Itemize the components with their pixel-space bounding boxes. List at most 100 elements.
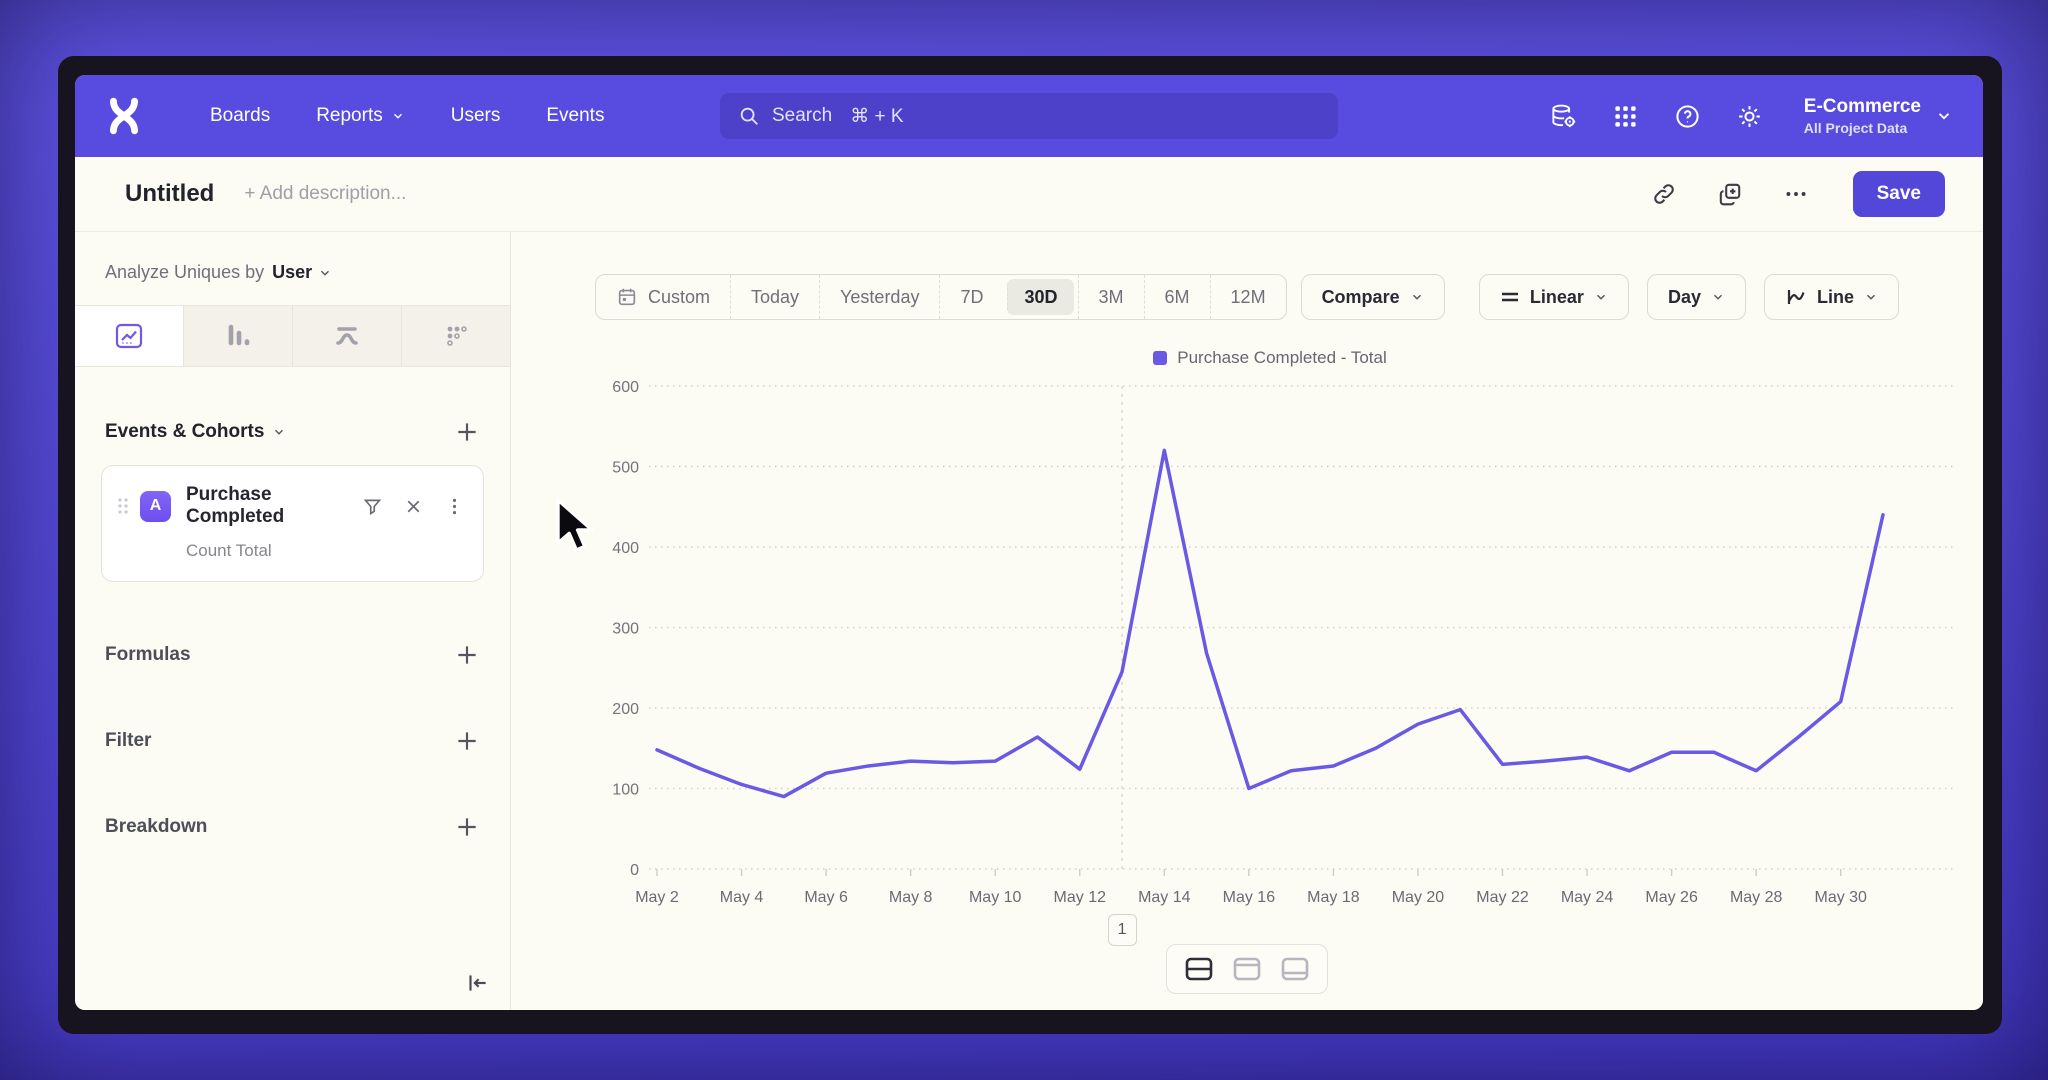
granularity-day-button[interactable]: Day	[1646, 274, 1746, 320]
add-event-button[interactable]	[454, 419, 480, 445]
chart-toolbar: Custom Today Yesterday 7D 30D 3M 6M 12M Compare…	[595, 274, 1899, 320]
line-chart-container: Purchase Completed - Total 0 100 200 300 400…	[561, 348, 1965, 982]
svg-text:300: 300	[612, 621, 639, 638]
layout-split-horizontal-button[interactable]	[1183, 955, 1215, 983]
search-input[interactable]: Search ⌘ + K	[720, 93, 1338, 139]
range-yesterday[interactable]: Yesterday	[819, 275, 939, 319]
more-options-icon[interactable]	[1783, 181, 1809, 207]
chevron-down-icon	[1867, 294, 1875, 300]
range-12m[interactable]: 12M	[1209, 275, 1286, 319]
project-name: E-Commerce	[1803, 96, 1921, 117]
help-icon[interactable]	[1674, 103, 1701, 130]
range-custom[interactable]: Custom	[596, 275, 730, 319]
duplicate-icon[interactable]	[1717, 181, 1743, 207]
svg-text:May 20: May 20	[1392, 889, 1445, 906]
range-today[interactable]: Today	[730, 275, 819, 319]
svg-text:May 26: May 26	[1645, 889, 1698, 906]
insights-line-chart-icon	[115, 323, 143, 349]
range-3m[interactable]: 3M	[1077, 275, 1144, 319]
data-management-icon[interactable]	[1550, 103, 1577, 130]
tab-funnels[interactable]	[184, 306, 293, 366]
nav-right-cluster: E-Commerce All Project Data	[1550, 96, 1953, 136]
events-cohorts-header[interactable]: Events & Cohorts	[105, 421, 286, 443]
compare-button[interactable]: Compare	[1300, 274, 1445, 320]
add-breakdown-button[interactable]	[454, 814, 480, 840]
layout-header-top-button[interactable]	[1231, 955, 1263, 983]
svg-text:May 8: May 8	[889, 889, 933, 906]
calendar-icon	[618, 288, 636, 306]
copy-link-icon[interactable]	[1651, 181, 1677, 207]
apps-grid-icon[interactable]	[1612, 103, 1639, 130]
event-metric[interactable]: Count Total	[186, 541, 272, 560]
report-type-tabs	[75, 305, 510, 367]
nav-item-boards[interactable]: Boards	[210, 105, 271, 126]
project-switcher[interactable]: E-Commerce All Project Data	[1804, 96, 1953, 136]
nav-item-users[interactable]: Users	[450, 105, 501, 126]
filter-label: Filter	[105, 730, 152, 751]
add-formulas-button[interactable]	[454, 642, 480, 668]
project-subtitle: All Project Data	[1803, 120, 1908, 136]
layout-toggle-group	[1166, 944, 1328, 994]
add-description-field[interactable]: + Add description...	[244, 183, 407, 204]
save-button[interactable]: Save	[1852, 171, 1945, 217]
chevron-down-icon	[275, 429, 284, 435]
drag-handle-icon[interactable]	[116, 496, 130, 516]
filter-funnel-icon[interactable]	[362, 496, 383, 517]
range-7d[interactable]: 7D	[939, 275, 1003, 319]
nav-item-reports[interactable]: Reports	[293, 105, 428, 127]
sidebar-section-formulas: Formulas	[75, 642, 510, 668]
layout-footer-bottom-button[interactable]	[1279, 955, 1311, 983]
svg-text:100: 100	[612, 782, 639, 799]
svg-text:May 2: May 2	[635, 889, 679, 906]
report-header: Untitled + Add description...	[75, 157, 1983, 232]
event-name[interactable]: Purchase Completed	[186, 484, 285, 527]
sidebar-section-breakdown: Breakdown	[75, 814, 510, 840]
chart-legend: Purchase Completed - Total	[657, 348, 1883, 370]
svg-text:600: 600	[612, 379, 639, 396]
chevron-down-icon	[1713, 294, 1722, 300]
chevron-down-icon	[393, 113, 402, 119]
collapse-sidebar-button[interactable]	[464, 970, 490, 996]
date-range-segmented-control: Custom Today Yesterday 7D 30D 3M 6M 12M	[595, 274, 1287, 320]
range-6m[interactable]: 6M	[1143, 275, 1210, 319]
mouse-cursor	[556, 498, 594, 552]
mixpanel-logo-icon[interactable]	[105, 97, 143, 135]
tab-insights[interactable]	[75, 306, 184, 366]
svg-text:May 18: May 18	[1307, 889, 1360, 906]
analyze-uniques-label: Analyze Uniques by	[105, 262, 265, 282]
breakdown-label: Breakdown	[105, 816, 208, 837]
svg-text:200: 200	[612, 701, 639, 718]
annotation-marker-1[interactable]: 1	[1107, 914, 1137, 946]
formulas-label: Formulas	[105, 644, 191, 665]
svg-text:400: 400	[612, 540, 639, 557]
event-card[interactable]: A Purchase Completed	[101, 465, 484, 582]
search-shortcut: ⌘ + K	[850, 105, 904, 127]
tab-flows[interactable]	[293, 306, 402, 366]
svg-text:May 10: May 10	[969, 889, 1022, 906]
search-icon	[740, 107, 758, 125]
retention-dots-icon	[447, 326, 467, 346]
chart-type-line-button[interactable]: Line	[1763, 274, 1899, 320]
analytics-app-window: Boards Reports Users Events Search ⌘ + K	[75, 75, 1983, 1010]
svg-text:May 22: May 22	[1476, 889, 1529, 906]
query-builder-sidebar: Analyze Uniques by User	[75, 232, 511, 1010]
remove-event-icon[interactable]	[403, 496, 424, 517]
settings-gear-icon[interactable]	[1736, 103, 1763, 130]
sidebar-section-filter: Filter	[75, 728, 510, 754]
chevron-down-icon	[1596, 294, 1605, 300]
svg-text:May 6: May 6	[804, 889, 848, 906]
svg-text:500: 500	[612, 460, 639, 477]
svg-text:May 30: May 30	[1814, 889, 1867, 906]
add-filter-button[interactable]	[454, 728, 480, 754]
report-title[interactable]: Untitled	[125, 180, 215, 207]
scale-linear-button[interactable]: Linear	[1478, 274, 1629, 320]
line-chart: 0 100 200 300 400 500 600 May 2 May 4 May 6 May 8 M…	[612, 379, 1953, 906]
search-placeholder: Search	[772, 105, 833, 126]
nav-item-events[interactable]: Events	[546, 105, 605, 126]
event-options-kebab-icon[interactable]	[444, 496, 465, 517]
tab-retention[interactable]	[402, 306, 510, 366]
svg-text:0: 0	[630, 862, 639, 879]
analyze-by-dropdown[interactable]: User	[272, 262, 332, 283]
range-30d[interactable]: 30D	[1007, 279, 1074, 315]
